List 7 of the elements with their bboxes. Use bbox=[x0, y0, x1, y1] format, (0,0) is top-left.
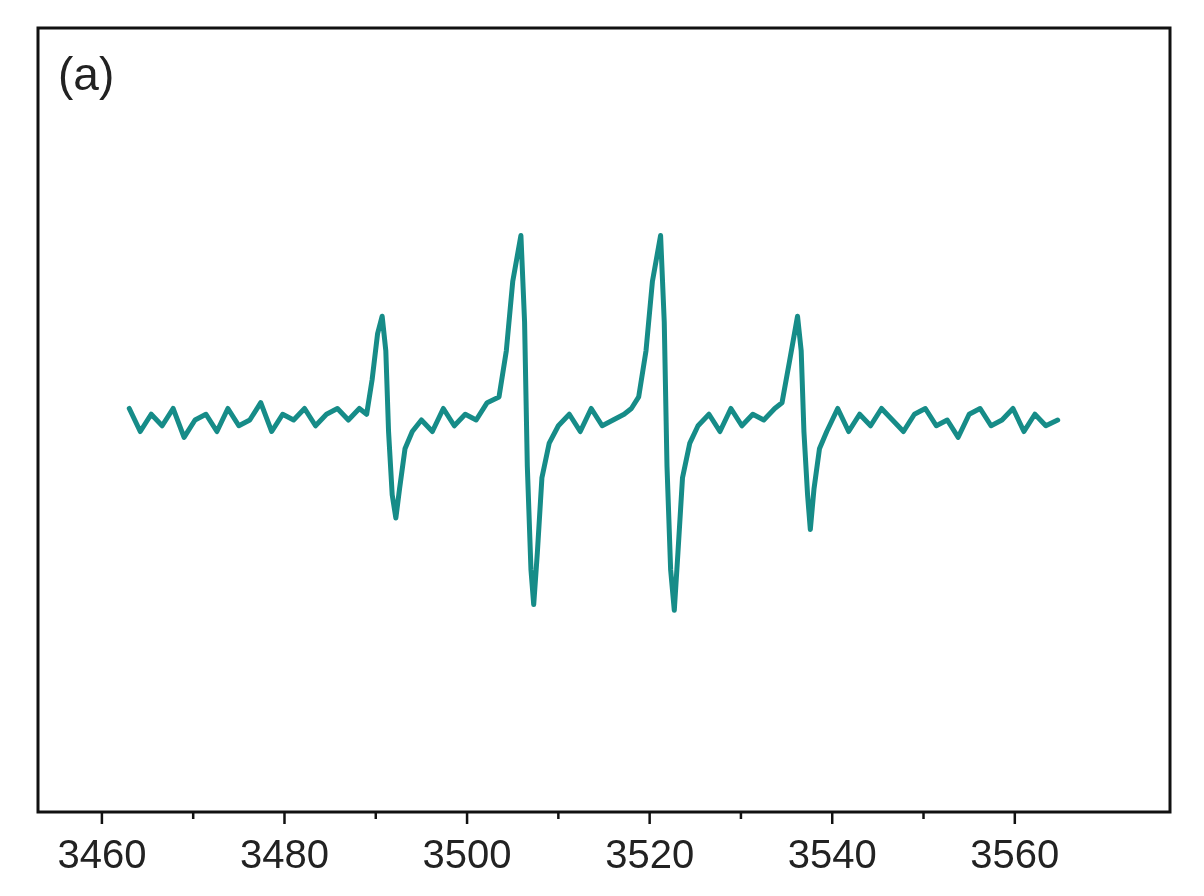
x-tick-label: 3500 bbox=[422, 832, 512, 876]
x-tick-label: 3540 bbox=[787, 832, 877, 876]
x-tick-label: 3520 bbox=[605, 832, 695, 876]
x-tick-label: 3560 bbox=[970, 832, 1060, 876]
x-tick-label: 3460 bbox=[57, 832, 147, 876]
text: (a) bbox=[58, 48, 115, 100]
x-tick-label: 3480 bbox=[239, 832, 329, 876]
